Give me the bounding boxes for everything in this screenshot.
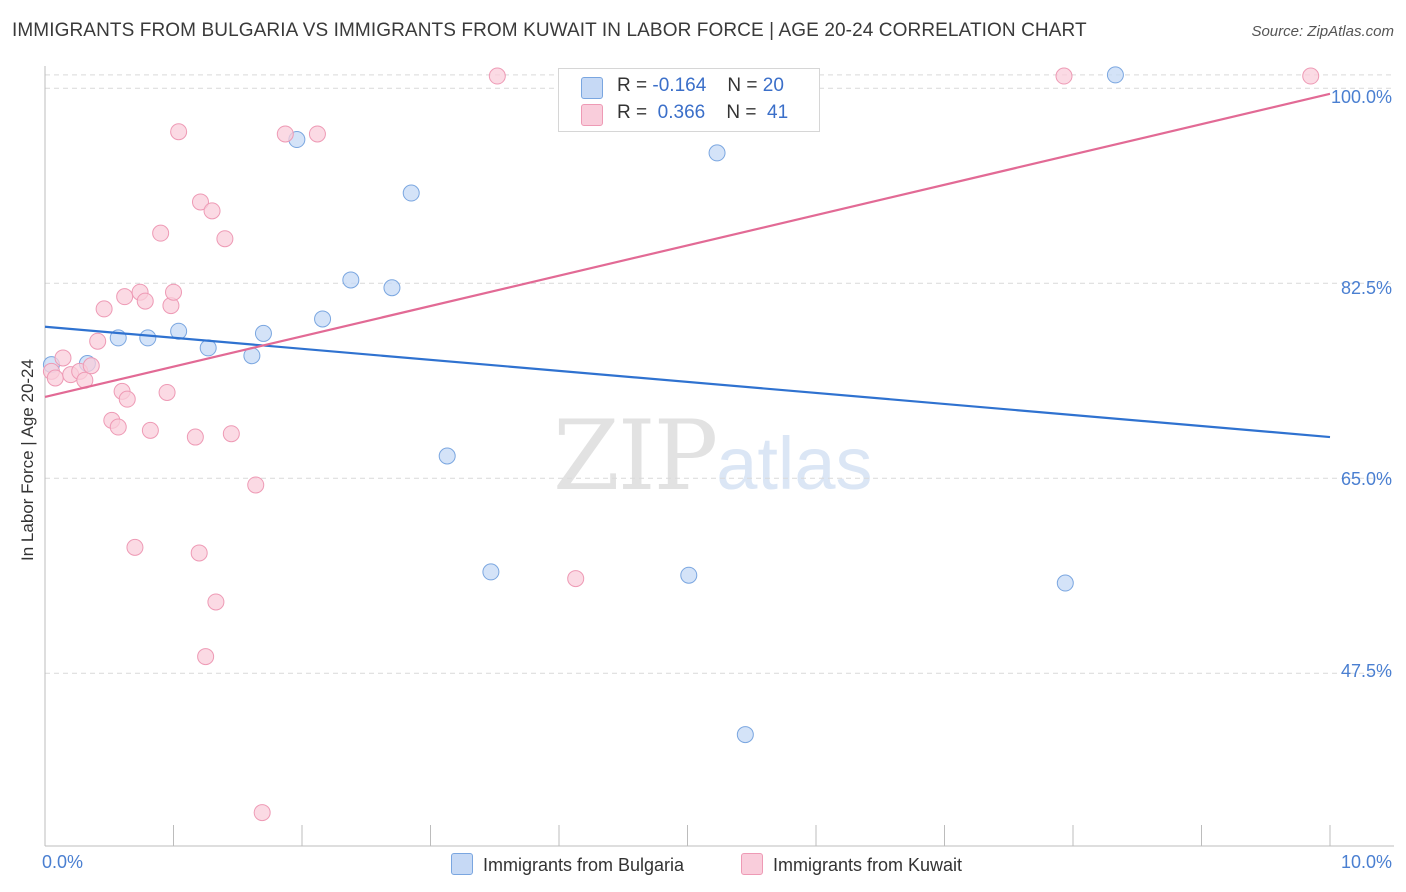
kuwait-point-31 (247, 476, 265, 494)
kuwait-point-19 (158, 383, 176, 401)
bulgaria-r-label: R = (617, 75, 648, 96)
kuwait-point-32 (253, 804, 271, 822)
kuwait-point-24 (190, 544, 208, 562)
kuwait-point-21 (165, 283, 182, 301)
kuwait-point-29 (216, 230, 234, 248)
kuwait-point-2 (54, 349, 72, 367)
legend-kuwait-label: Immigrants from Kuwait (773, 855, 963, 875)
kuwait-point-25 (191, 193, 209, 211)
stats-legend: R = -0.164 N = 20 R = 0.366 N = 41 (558, 68, 820, 132)
bulgaria-n-value: 20 (762, 75, 784, 96)
x-tick-label-min: 0.0% (42, 852, 84, 872)
watermark: ZIPatlas (553, 400, 873, 512)
kuwait-point-12 (116, 288, 134, 306)
kuwait-point-10 (109, 418, 127, 436)
kuwait-point-35 (488, 67, 506, 85)
bulgaria-r-value: -0.164 (652, 75, 707, 96)
bulgaria-point-16 (708, 144, 726, 162)
kuwait-r-label: R = (617, 102, 648, 123)
chart-title: IMMIGRANTS FROM BULGARIA VS IMMIGRANTS F… (12, 20, 1087, 41)
source-label: Source: ZipAtlas.com (1251, 23, 1394, 40)
kuwait-point-37 (1055, 67, 1073, 85)
bulgaria-point-15 (680, 566, 698, 584)
y-axis-label: In Labor Force | Age 20-24 (18, 359, 37, 561)
kuwait-point-22 (170, 123, 188, 141)
bulgaria-trend-line (44, 325, 1331, 439)
kuwait-point-30 (222, 425, 240, 443)
kuwait-point-23 (186, 428, 204, 446)
bulgaria-point-12 (402, 184, 420, 202)
bulgaria-point-9 (314, 310, 332, 328)
kuwait-r-value: 0.366 (657, 102, 706, 123)
kuwait-point-1 (46, 369, 64, 387)
legend-item-bulgaria: Immigrants from Bulgaria (451, 853, 684, 876)
kuwait-point-34 (308, 125, 326, 143)
legend-bulgaria-swatch (451, 853, 473, 875)
bulgaria-n-label: N = (727, 75, 758, 96)
bulgaria-point-13 (438, 447, 456, 465)
x-tick-label-max: 10.0% (1340, 852, 1392, 872)
bulgaria-swatch (581, 77, 603, 99)
y-tick-label-47-5: 47.5% (1340, 661, 1392, 681)
bulgaria-point-3 (139, 329, 157, 347)
kuwait-point-27 (203, 202, 221, 220)
bulgaria-point-18 (1056, 574, 1074, 592)
kuwait-swatch (581, 104, 603, 126)
bulgaria-point-11 (383, 279, 401, 297)
kuwait-point-8 (95, 300, 113, 318)
legend-kuwait-swatch (741, 853, 763, 875)
y-tick-label-82-5: 82.5% (1340, 278, 1392, 298)
kuwait-point-36 (567, 570, 585, 588)
kuwait-point-13 (118, 390, 136, 408)
bulgaria-point-7 (254, 324, 272, 342)
kuwait-point-28 (207, 593, 225, 611)
bulgaria-point-14 (482, 563, 500, 581)
kuwait-point-18 (152, 224, 170, 242)
y-tick-label-65: 65.0% (1340, 469, 1392, 489)
kuwait-trend-line (44, 92, 1331, 399)
kuwait-point-6 (82, 357, 100, 375)
legend-item-kuwait: Immigrants from Kuwait (741, 853, 962, 876)
kuwait-n-value: 41 (767, 102, 789, 123)
bulgaria-point-17 (736, 726, 754, 744)
kuwait-point-17 (141, 421, 159, 439)
watermark-zip: ZIP (553, 400, 718, 512)
kuwait-n-label: N = (726, 102, 757, 123)
kuwait-point-26 (197, 648, 215, 666)
legend-bulgaria-label: Immigrants from Bulgaria (483, 855, 685, 875)
kuwait-point-7 (89, 332, 107, 350)
kuwait-point-14 (126, 538, 144, 556)
bulgaria-point-19 (1106, 66, 1124, 84)
y-tick-label-100: 100.0% (1330, 87, 1392, 107)
bulgaria-point-10 (342, 271, 360, 289)
watermark-atlas: atlas (716, 422, 873, 505)
kuwait-point-38 (1302, 67, 1320, 85)
kuwait-point-16 (136, 292, 154, 310)
kuwait-point-33 (276, 125, 294, 143)
